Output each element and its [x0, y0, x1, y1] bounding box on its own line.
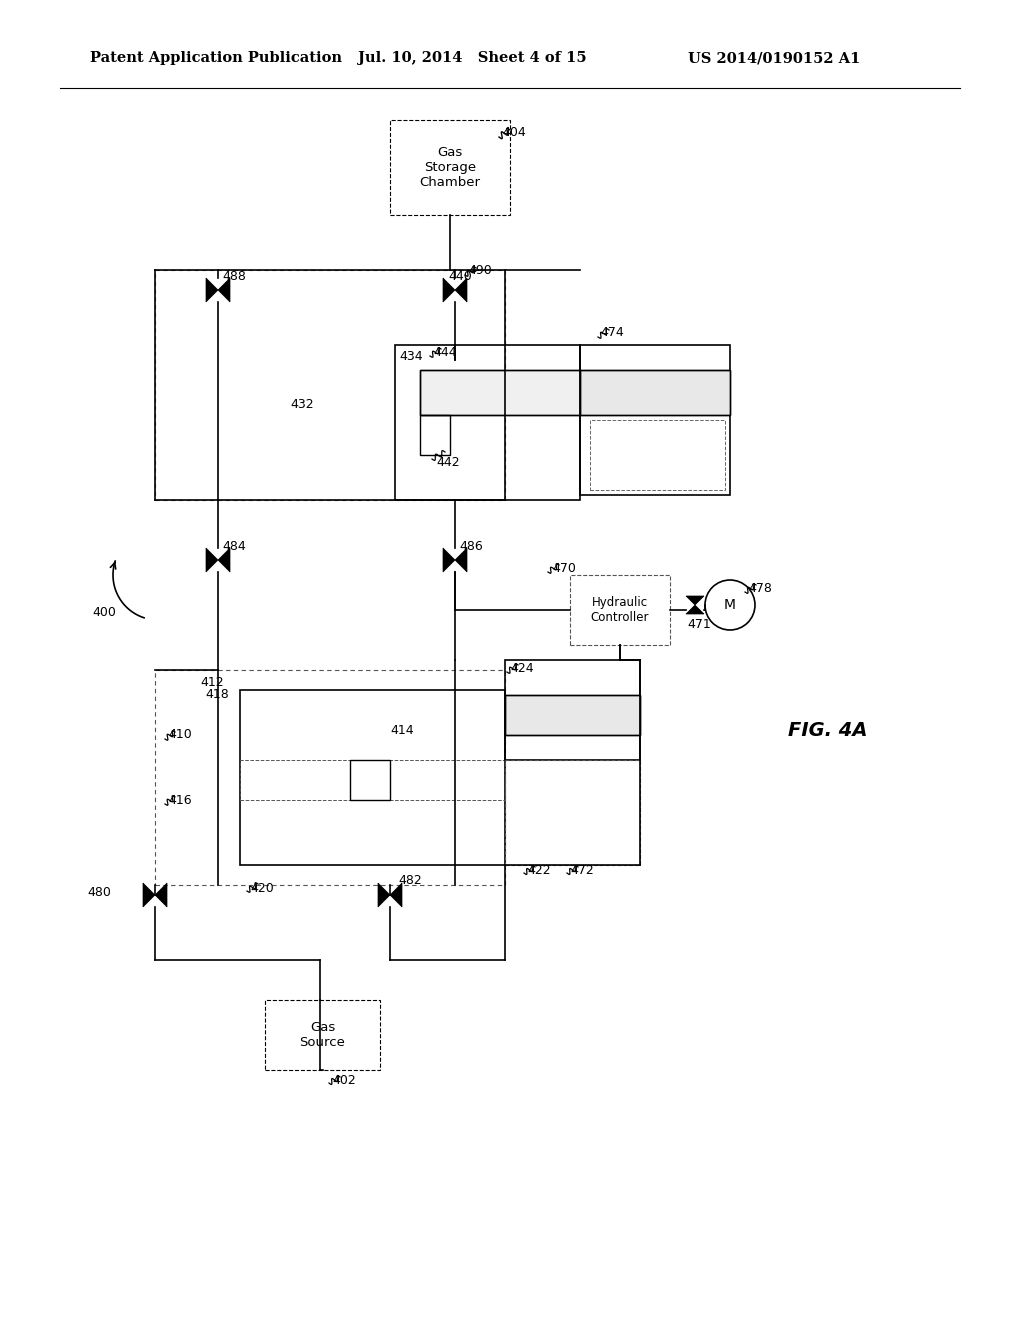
- Text: Jul. 10, 2014   Sheet 4 of 15: Jul. 10, 2014 Sheet 4 of 15: [358, 51, 587, 65]
- Text: 418: 418: [205, 689, 228, 701]
- Bar: [420, 370, 580, 414]
- Text: 488: 488: [222, 269, 246, 282]
- Text: 470: 470: [552, 561, 575, 574]
- Polygon shape: [390, 883, 402, 907]
- Text: Patent Application Publication: Patent Application Publication: [90, 51, 342, 65]
- Text: 471: 471: [687, 619, 711, 631]
- Bar: [580, 345, 730, 495]
- Text: Gas
Source: Gas Source: [300, 1020, 345, 1049]
- Bar: [580, 370, 730, 414]
- Bar: [570, 576, 670, 645]
- Text: 444: 444: [433, 346, 457, 359]
- Text: 434: 434: [399, 351, 423, 363]
- Text: Gas
Storage
Chamber: Gas Storage Chamber: [420, 147, 480, 189]
- Text: 490: 490: [468, 264, 492, 277]
- Bar: [420, 370, 580, 414]
- Polygon shape: [218, 279, 230, 302]
- Bar: [505, 696, 640, 735]
- Text: 480: 480: [87, 887, 111, 899]
- Text: 440: 440: [449, 269, 472, 282]
- Text: 420: 420: [250, 882, 273, 895]
- Polygon shape: [455, 548, 467, 572]
- Text: 414: 414: [390, 723, 414, 737]
- Polygon shape: [455, 279, 467, 302]
- Text: 478: 478: [748, 582, 772, 594]
- Text: 432: 432: [290, 399, 313, 412]
- Bar: [505, 696, 640, 735]
- Text: FIG. 4A: FIG. 4A: [788, 721, 867, 739]
- Text: 484: 484: [222, 540, 246, 553]
- Polygon shape: [206, 548, 218, 572]
- Polygon shape: [218, 548, 230, 572]
- Bar: [505, 760, 640, 865]
- Text: M: M: [724, 598, 736, 612]
- Bar: [395, 345, 580, 500]
- Bar: [420, 414, 450, 455]
- Polygon shape: [443, 279, 455, 302]
- Text: 424: 424: [510, 661, 534, 675]
- Polygon shape: [143, 883, 155, 907]
- Bar: [240, 760, 505, 800]
- Text: 402: 402: [332, 1073, 355, 1086]
- Text: 474: 474: [600, 326, 624, 339]
- Bar: [580, 370, 730, 414]
- Bar: [505, 660, 640, 760]
- Polygon shape: [443, 548, 455, 572]
- Text: 422: 422: [527, 863, 551, 876]
- Text: 404: 404: [502, 127, 525, 140]
- Text: 410: 410: [168, 729, 191, 742]
- Bar: [350, 760, 390, 800]
- Polygon shape: [378, 883, 390, 907]
- Bar: [155, 271, 505, 500]
- Text: 416: 416: [168, 793, 191, 807]
- Bar: [155, 671, 505, 884]
- Text: 472: 472: [570, 863, 594, 876]
- Text: Hydraulic
Controller: Hydraulic Controller: [591, 597, 649, 624]
- Polygon shape: [206, 279, 218, 302]
- Bar: [590, 420, 725, 490]
- Bar: [390, 120, 510, 215]
- Polygon shape: [686, 597, 705, 605]
- Polygon shape: [155, 883, 167, 907]
- Polygon shape: [686, 605, 705, 614]
- Bar: [240, 690, 505, 865]
- Text: 486: 486: [459, 540, 482, 553]
- Text: US 2014/0190152 A1: US 2014/0190152 A1: [688, 51, 860, 65]
- Text: 482: 482: [398, 874, 422, 887]
- Text: 400: 400: [92, 606, 116, 619]
- Text: 412: 412: [200, 676, 223, 689]
- Text: 442: 442: [436, 455, 460, 469]
- Bar: [265, 1001, 380, 1071]
